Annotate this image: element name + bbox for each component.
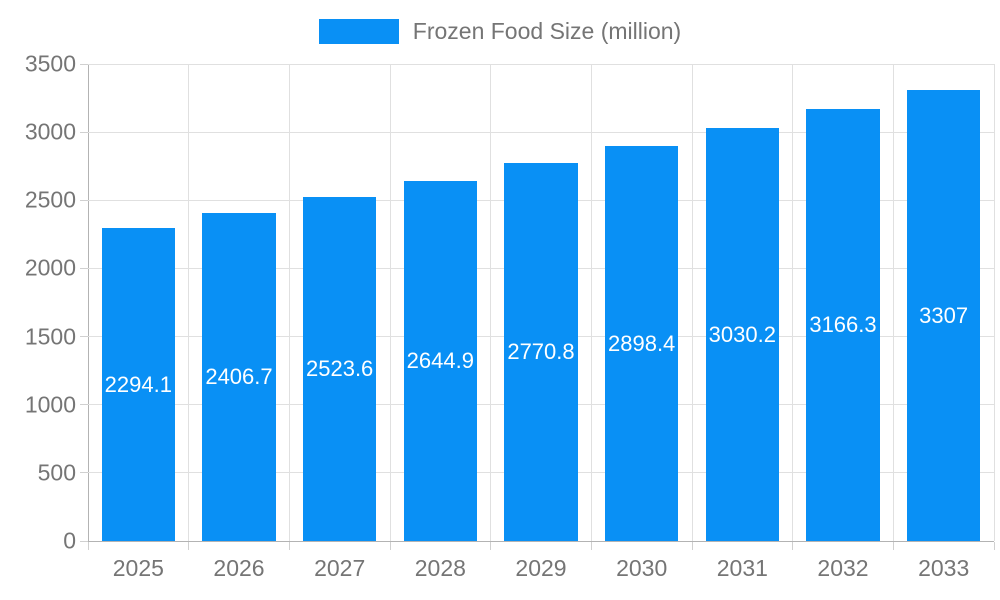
x-axis-tick [188,542,190,550]
bar-value-label: 2294.1 [104,371,172,397]
y-axis-tick [80,199,88,201]
x-axis-tick-label: 2033 [918,555,970,581]
y-axis-tick-label: 500 [37,459,76,486]
x-axis-tick [288,542,290,550]
bar-value-label: 2523.6 [306,356,374,382]
bar-value-label: 3307 [919,302,969,328]
x-axis-tick [87,542,89,550]
gridline-vertical [389,64,391,541]
y-axis-line [88,64,89,541]
y-axis-tick [80,472,88,474]
y-axis-tick [80,63,88,65]
bar-2032[interactable]: 3166.3 [806,109,880,541]
gridline-vertical [490,64,492,541]
x-axis-tick [490,542,492,550]
y-axis-tick-label: 1000 [24,391,76,418]
bar-value-label: 3030.2 [708,321,776,347]
x-axis-tick [590,542,592,550]
gridline-vertical [691,64,693,541]
x-axis-line [88,541,994,542]
gridline-horizontal [88,63,994,65]
bar-value-label: 2770.8 [507,339,575,365]
y-axis-tick-label: 2500 [24,186,76,213]
bar-2030[interactable]: 2898.4 [604,146,679,541]
x-axis-tick-label: 2028 [414,555,466,581]
y-axis-tick [80,267,88,269]
gridline-vertical [792,64,794,541]
gridline-vertical [288,64,290,541]
bar-2033[interactable]: 3307 [906,90,981,541]
x-axis-tick-label: 2032 [817,555,869,581]
gridline-vertical [892,64,894,541]
x-axis-tick-label: 2025 [112,555,164,581]
y-axis-tick [80,336,88,338]
x-axis-tick [993,542,995,550]
bar-2027[interactable]: 2523.6 [302,197,377,541]
bar-value-label: 2644.9 [406,347,474,373]
bar-value-label: 2898.4 [608,330,676,356]
gridline-vertical [993,64,995,541]
x-axis-tick [892,542,894,550]
y-axis-tick-label: 2000 [24,254,76,281]
x-axis-tick-label: 2030 [616,555,668,581]
bar-value-label: 3166.3 [809,312,877,338]
y-axis-tick-label: 1500 [24,323,76,350]
y-axis-tick-label: 0 [63,527,76,554]
x-axis-tick-label: 2026 [213,555,265,581]
y-axis-tick-label: 3000 [24,118,76,145]
x-axis-tick [389,542,391,550]
bar-2026[interactable]: 2406.7 [202,213,276,541]
gridline-vertical [188,64,190,541]
x-axis-tick-label: 2029 [515,555,567,581]
y-axis-tick [80,131,88,133]
bar-2028[interactable]: 2644.9 [403,180,478,541]
x-axis-tick-label: 2027 [314,555,366,581]
legend[interactable]: Frozen Food Size (million) [0,18,1000,45]
bar-2025[interactable]: 2294.1 [101,228,176,541]
legend-label: Frozen Food Size (million) [412,18,682,44]
x-axis-tick-label: 2031 [716,555,768,581]
y-axis-tick-label: 3500 [24,50,76,77]
x-axis-tick [792,542,794,550]
bar-2031[interactable]: 3030.2 [705,128,780,541]
y-axis-tick [80,404,88,406]
x-axis-tick [691,542,693,550]
gridline-horizontal [88,131,994,133]
y-axis-tick [80,540,88,542]
plot-area: 0 500 1000 1500 2000 2500 3000 3500 2294.1 2025 24… [25,51,995,581]
gridline-vertical [590,64,592,541]
legend-swatch [318,19,399,44]
bar-value-label: 2406.7 [205,364,273,389]
bar-2029[interactable]: 2770.8 [504,163,578,541]
